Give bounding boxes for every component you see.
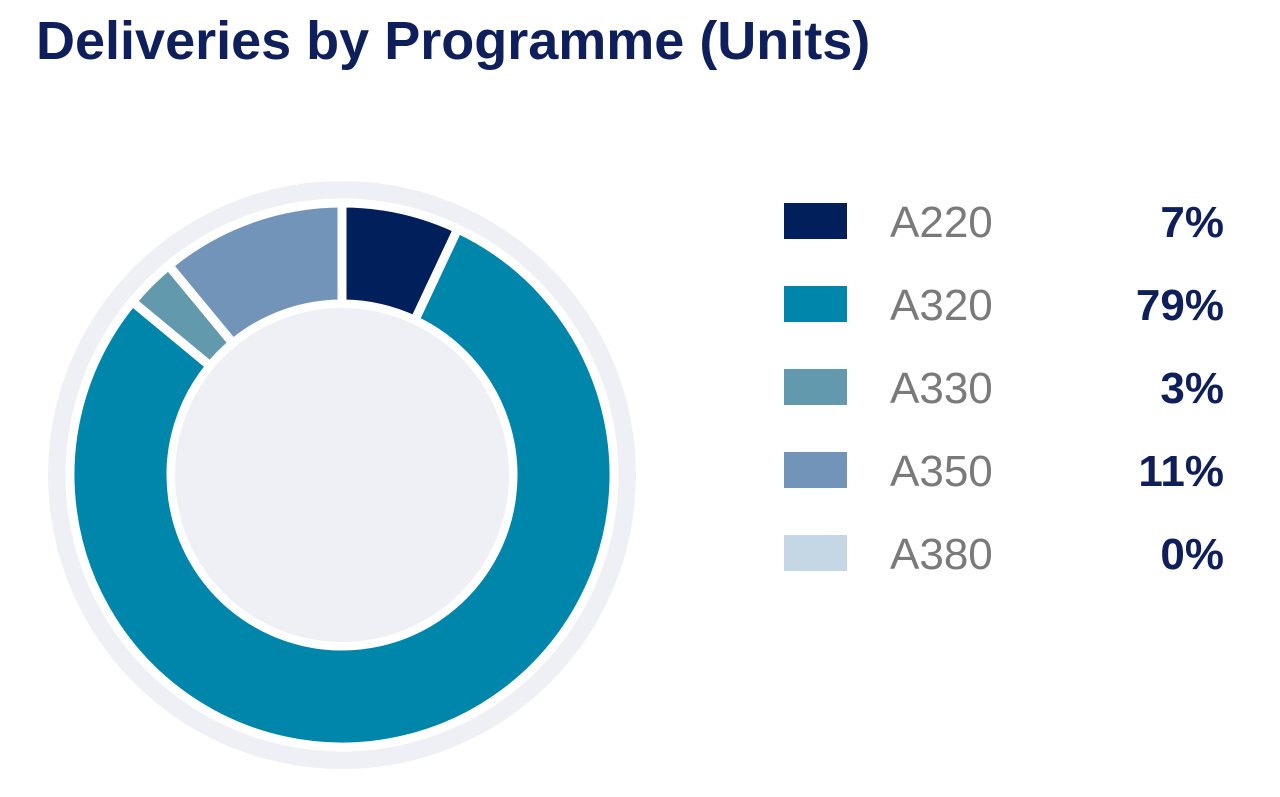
legend-value: 79% — [1135, 281, 1224, 330]
donut-hole — [175, 308, 509, 642]
legend-swatch — [784, 452, 847, 488]
legend-value: 7% — [1160, 198, 1224, 247]
legend-value: 11% — [1138, 447, 1224, 496]
legend-label: A380 — [890, 530, 993, 579]
legend-value: 3% — [1160, 364, 1224, 413]
legend-swatch — [784, 535, 847, 571]
legend-label: A350 — [890, 447, 993, 496]
legend-item-a350: A350 11% — [784, 448, 1224, 531]
chart-legend: A220 7% A320 79% A330 3% A350 11% A380 0% — [784, 199, 1224, 614]
donut-slice-a350 — [162, 198, 347, 350]
chart-title: Deliveries by Programme (Units) — [36, 11, 871, 71]
legend-item-a380: A380 0% — [784, 531, 1224, 614]
legend-swatch — [784, 203, 847, 239]
legend-label: A220 — [890, 198, 993, 247]
legend-swatch — [784, 286, 847, 322]
donut-chart — [48, 181, 636, 769]
legend-item-a320: A320 79% — [784, 282, 1224, 365]
legend-swatch — [784, 369, 847, 405]
legend-item-a330: A330 3% — [784, 365, 1224, 448]
legend-value: 0% — [1160, 530, 1224, 579]
legend-label: A320 — [890, 281, 993, 330]
donut-slice-a320 — [65, 222, 619, 752]
legend-item-a220: A220 7% — [784, 199, 1224, 282]
legend-label: A330 — [890, 364, 993, 413]
